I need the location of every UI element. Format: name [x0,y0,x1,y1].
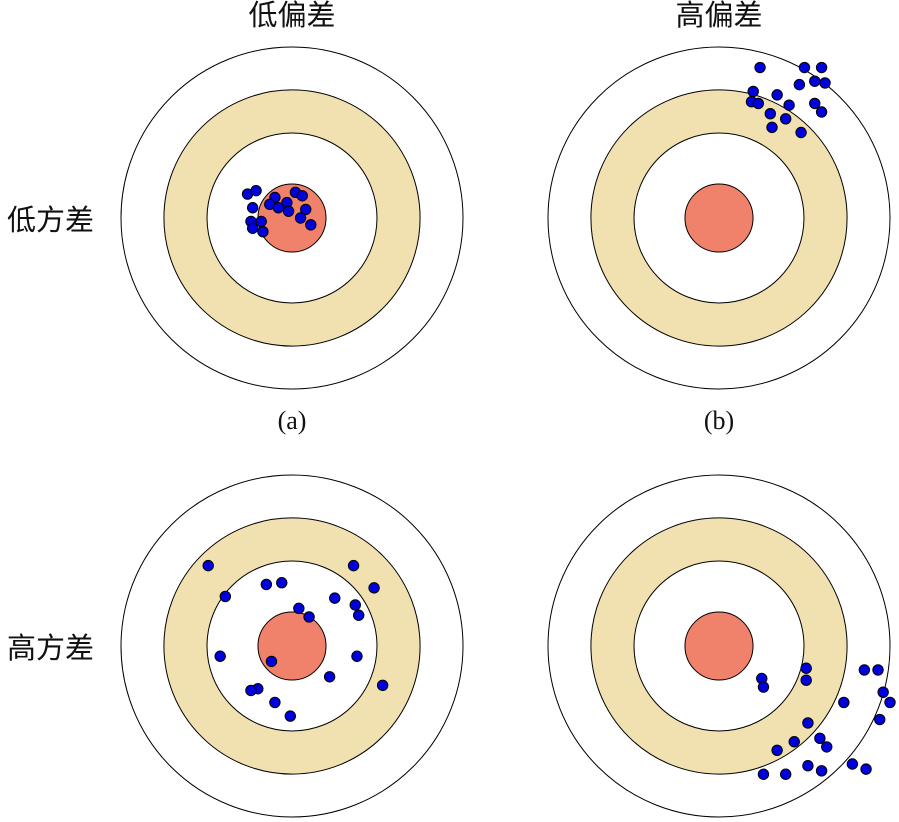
shot-point [293,602,305,615]
shot-point [838,696,850,709]
target-high-bias-high-variance [120,474,464,818]
bullseye [257,611,327,681]
shot-point [779,768,792,780]
shot-point [809,97,821,110]
target-high-bias-high-variance-2 [547,474,896,818]
shot-point [771,89,783,101]
shot-point [202,559,214,572]
shot-point [802,760,814,772]
shot-point [884,696,896,709]
shot-point [819,77,831,89]
shot-point [349,599,361,611]
shot-point [352,609,365,621]
shot-point [872,664,884,676]
shot-point [815,61,828,74]
shot-point [757,768,770,780]
shot-point [214,650,226,662]
shot-point [846,758,859,770]
shot-point [260,578,273,591]
shot-point [815,106,828,118]
shot-point [305,219,317,231]
shot-point [282,205,295,217]
shot-point [798,61,811,74]
shot-point [296,190,308,202]
shot-point [809,75,821,87]
shot-point [245,684,257,697]
shot-point [800,674,812,686]
shot-point [323,671,336,683]
bullseye [684,611,754,681]
target-low-bias-low-variance [120,46,464,390]
shot-point [874,713,886,726]
shot-point [269,696,281,709]
shot-point [329,592,341,604]
shot-point [764,107,776,120]
shot-point [272,202,285,214]
shot-point [368,582,380,594]
shot-point [255,215,267,228]
shot-point [783,99,795,111]
shot-point [276,577,288,589]
bullseye [684,183,754,253]
shot-point [250,184,262,197]
shot-point [800,662,812,674]
shot-point [246,202,259,214]
shot-point [265,655,278,668]
shot-point [294,212,307,224]
caption-a: (a) [277,406,307,435]
shot-point [793,78,806,91]
shot-point [858,664,871,676]
shot-point [814,732,826,745]
shot-point [877,686,889,698]
shot-point [815,765,828,777]
shot-point [219,590,232,603]
shot-point [347,559,360,572]
shot-point [752,97,765,110]
shot-point [771,744,783,757]
caption-b: (b) [703,406,735,435]
shot-point [802,717,814,729]
shot-point [754,61,766,74]
shot-point [860,763,872,775]
shot-point [376,679,389,692]
target-high-bias-low-variance [547,46,891,390]
shot-point [788,736,800,748]
header-low-bias: 低偏差 [248,0,336,32]
shot-point [766,121,778,134]
shot-point [821,741,833,753]
shot-point [757,681,770,693]
shot-point [795,126,807,139]
header-high-bias: 高偏差 [675,0,763,32]
shot-point [747,85,759,98]
shot-point [284,710,296,722]
header-low-variance: 低方差 [7,203,95,237]
shot-point [246,222,259,234]
shot-point [779,113,792,125]
shot-point [257,225,269,238]
shot-point [299,203,312,216]
shot-point [351,650,363,662]
shot-point [303,611,315,623]
header-high-variance: 高方差 [7,631,95,665]
